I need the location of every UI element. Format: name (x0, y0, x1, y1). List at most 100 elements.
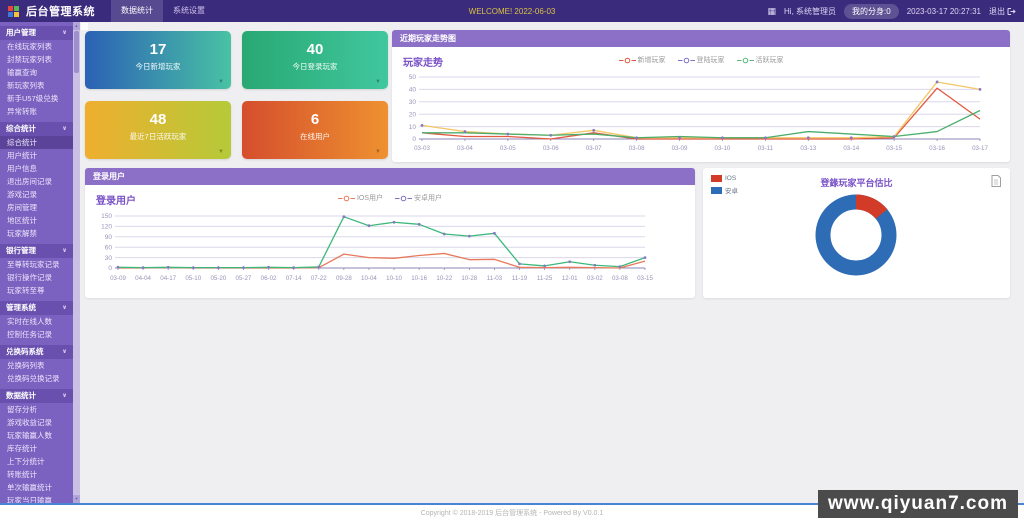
sidebar-item[interactable]: 玩家输赢人数 (7, 431, 52, 440)
sidebar-section-header-5[interactable]: 数据统计 ∨ (0, 389, 73, 403)
sidebar-item[interactable]: 异常转账 (7, 107, 37, 116)
logo-square (8, 11, 13, 17)
welcome-text: WELCOME! 2022-06-03 (468, 6, 556, 16)
chevron-down-icon: ∨ (62, 248, 67, 254)
sidebar-item[interactable]: 综合统计 (0, 136, 73, 149)
sidebar-item[interactable]: 单次输赢统计 (7, 483, 52, 492)
svg-text:120: 120 (101, 224, 112, 231)
sidebar-item[interactable]: 玩家当日输赢 (7, 496, 52, 503)
player-trend-chart[interactable]: 0 10 20 30 40 50 03-03 03-04 03-05 03-06 03-07 03-0… (392, 68, 1010, 160)
sidebar-item[interactable]: 地区统计 (7, 216, 37, 225)
sidebar-item[interactable]: 玩家转至尊 (7, 286, 45, 295)
chart-title: 登錄玩家平台估比 (820, 178, 893, 188)
svg-text:0: 0 (412, 136, 416, 143)
sidebar-item[interactable]: 退出房间记录 (7, 177, 52, 186)
chevron-down-icon: ▼ (375, 149, 381, 155)
legend-label: 新增玩家 (637, 57, 666, 64)
legend-label: 登陆玩家 (696, 57, 725, 64)
sidebar-item[interactable]: 用户统计 (7, 151, 37, 160)
svg-text:05-10: 05-10 (185, 275, 201, 282)
legend-swatch-icon (711, 175, 722, 182)
top-tab-0[interactable]: 数据统计 (111, 0, 163, 22)
svg-text:10-10: 10-10 (386, 275, 402, 282)
logo-square (8, 5, 13, 11)
stat-value: 48 (149, 111, 167, 128)
legend-marker-icon (337, 195, 355, 201)
sidebar-item[interactable]: 在线玩家列表 (7, 42, 52, 51)
sidebar-section-header-1[interactable]: 综合统计 ∨ (0, 122, 73, 136)
sidebar-item[interactable]: 兑换码列表 (7, 361, 45, 370)
stat-card[interactable]: 17 今日新增玩家 ▼ (85, 31, 231, 89)
panel-header: 近期玩家走势图 (392, 30, 1010, 47)
panel-header: 登录用户 (85, 168, 695, 185)
sidebar-section-header-3[interactable]: 管理系统 ∨ (0, 301, 73, 315)
svg-text:04-04: 04-04 (135, 275, 151, 282)
export-document-icon[interactable] (991, 175, 1001, 187)
player-trend-panel: 近期玩家走势图 玩家走势 新增玩家 登陆玩家 活跃玩家 0 10 20 30 40 50 03-… (392, 30, 1010, 162)
legend-item[interactable]: IOS (711, 175, 738, 182)
sidebar-item[interactable]: 控制任务记录 (7, 330, 52, 339)
stat-card[interactable]: 6 在线用户 ▼ (242, 101, 388, 159)
app-logo-icon (8, 5, 19, 17)
svg-text:11-25: 11-25 (537, 275, 553, 282)
legend-item[interactable]: 新增玩家 (618, 55, 666, 65)
sidebar-scrollbar-thumb[interactable] (74, 31, 79, 73)
login-users-panel: 登录用户 登录用户 IOS用户 安卓用户 0 30 60 90 120 150 03-09 04… (85, 168, 695, 298)
sidebar-item[interactable]: 玩家解禁 (7, 229, 37, 238)
sidebar-section-header-0[interactable]: 用户管理 ∨ (0, 26, 73, 40)
sidebar-item[interactable]: 新手U57级兑换 (7, 94, 59, 103)
svg-text:30: 30 (409, 99, 417, 106)
sidebar-scrollbar-track[interactable] (73, 22, 80, 503)
sidebar-item[interactable]: 封禁玩家列表 (7, 55, 52, 64)
sidebar: 用户管理 ∨ 在线玩家列表 封禁玩家列表 输赢查询新玩家列表新手U57级兑换 异常转账综合… (0, 22, 80, 503)
scroll-up-button[interactable]: ▲ (73, 22, 80, 30)
svg-text:03-10: 03-10 (715, 145, 731, 152)
legend-item[interactable]: 安卓用户 (395, 193, 442, 203)
stat-label: 在线用户 (300, 132, 330, 141)
collapse-toggle[interactable] (81, 23, 88, 30)
stat-card-grid: 17 今日新增玩家 ▼ 40 今日登录玩家 ▼ 48 最近7日活跃玩家 ▼ 6 在线用户 ▼ (85, 31, 388, 159)
svg-text:10-04: 10-04 (361, 275, 377, 282)
chart-legend: IOS 安卓 (711, 175, 738, 195)
legend-label: 安卓 (725, 188, 738, 195)
scroll-down-button[interactable]: ▼ (73, 495, 80, 503)
avatar-count-button[interactable]: 我的分身:0 (844, 3, 899, 19)
svg-text:07-14: 07-14 (286, 275, 302, 282)
sidebar-item[interactable]: 银行操作记录 (7, 273, 52, 282)
logout-button[interactable]: 退出 (989, 6, 1016, 17)
login-users-chart[interactable]: 0 30 60 90 120 150 03-09 04-04 04-17 05-10 05-20 05… (85, 204, 695, 296)
sidebar-item[interactable]: 实时在线人数 (7, 317, 52, 326)
sidebar-item[interactable]: 库存统计 (7, 444, 37, 453)
section-label: 用户管理 (6, 28, 36, 37)
sidebar-item[interactable]: 用户信息 (7, 164, 37, 173)
svg-text:20: 20 (409, 111, 417, 118)
top-tab-1[interactable]: 系统设置 (173, 6, 205, 15)
sidebar-item[interactable]: 至尊转玩家记录 (7, 260, 60, 269)
sidebar-item[interactable]: 输赢查询 (7, 68, 37, 77)
chevron-down-icon: ∨ (62, 126, 67, 132)
sidebar-item[interactable]: 转账统计 (7, 470, 37, 479)
chart-legend: IOS用户 安卓用户 (85, 193, 695, 203)
sidebar-section-header-4[interactable]: 兑换码系统 ∨ (0, 345, 73, 359)
legend-marker-icon (736, 57, 754, 63)
sidebar-section-header-2[interactable]: 银行管理 ∨ (0, 244, 73, 258)
stat-card[interactable]: 40 今日登录玩家 ▼ (242, 31, 388, 89)
svg-text:03-05: 03-05 (500, 145, 516, 152)
platform-share-donut[interactable] (703, 184, 1010, 284)
sidebar-item[interactable]: 上下分统计 (7, 457, 45, 466)
legend-item[interactable]: 安卓 (711, 185, 738, 195)
sidebar-item[interactable]: 新玩家列表 (7, 81, 45, 90)
legend-item[interactable]: IOS用户 (337, 193, 383, 203)
chevron-down-icon: ∨ (62, 30, 67, 36)
sidebar-item[interactable]: 游戏记录 (7, 190, 37, 199)
legend-item[interactable]: 活跃玩家 (736, 55, 784, 65)
sidebar-item[interactable]: 留存分析 (7, 405, 37, 414)
sidebar-item[interactable]: 房间管理 (7, 203, 37, 212)
user-greeting: Hi, 系统管理员 (784, 6, 837, 16)
stat-value: 17 (149, 41, 167, 58)
sidebar-item[interactable]: 游戏收益记录 (7, 418, 52, 427)
apps-grid-icon[interactable]: ▦ (767, 5, 777, 16)
stat-card[interactable]: 48 最近7日活跃玩家 ▼ (85, 101, 231, 159)
sidebar-item[interactable]: 兑换码兑换记录 (7, 374, 60, 383)
legend-item[interactable]: 登陆玩家 (677, 55, 725, 65)
